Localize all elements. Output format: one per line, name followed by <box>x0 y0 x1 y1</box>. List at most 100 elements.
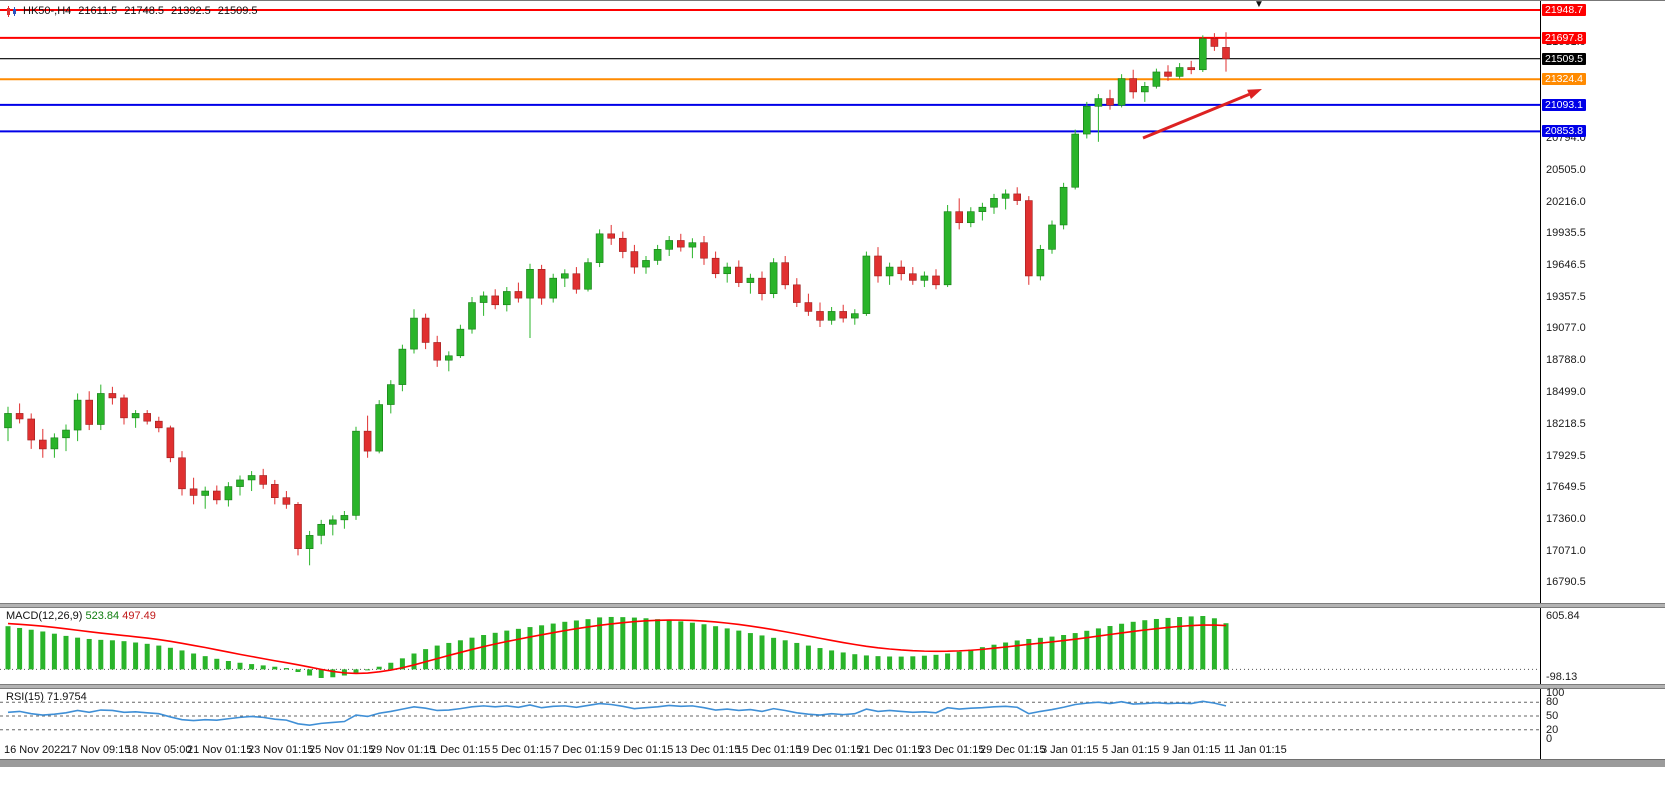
macd-histogram-bar <box>260 665 266 670</box>
trend-arrow-shaft[interactable] <box>1142 92 1250 140</box>
time-label[interactable]: 3 Jan 01:15 <box>1041 744 1099 756</box>
time-label[interactable]: 29 Dec 01:15 <box>980 744 1046 756</box>
candle-body <box>584 262 592 290</box>
rsi-label: RSI(15) <box>6 691 44 703</box>
time-label[interactable]: 17 Nov 09:15 <box>65 744 131 756</box>
rsi-scale-50: 50 <box>1546 710 1559 722</box>
macd-histogram-bar <box>678 621 684 670</box>
time-label[interactable]: 29 Nov 01:15 <box>370 744 436 756</box>
candle-body <box>955 211 964 224</box>
macd-histogram-bar <box>736 630 742 670</box>
macd-histogram-bar <box>86 638 92 670</box>
down-triangle-marker[interactable]: ▼ <box>1254 0 1264 10</box>
candle-body <box>502 291 511 306</box>
macd-histogram-bar <box>562 621 568 670</box>
time-label[interactable]: 5 Dec 01:15 <box>492 744 552 756</box>
macd-histogram-bar <box>887 656 893 670</box>
candle-body <box>166 427 175 459</box>
time-axis[interactable]: 16 Nov 2022 17 Nov 09:15 18 Nov 05:00 21 No… <box>0 744 1540 759</box>
time-label[interactable]: 13 Dec 01:15 <box>675 744 741 756</box>
candle-body <box>73 399 82 431</box>
time-label[interactable]: 9 Dec 01:15 <box>614 744 674 756</box>
time-label[interactable]: 15 Dec 01:15 <box>736 744 802 756</box>
macd-histogram-bar <box>747 633 753 670</box>
time-label[interactable]: 11 Jan 01:15 <box>1224 744 1287 756</box>
macd-histogram-bar <box>283 668 289 670</box>
chart-plot-area[interactable]: HK50-,H4 21611.5 21748.5 21392.5 21509.5… <box>0 1 1540 603</box>
quote-line: HK50-,H4 21611.5 21748.5 21392.5 21509.5 <box>6 5 260 17</box>
macd-histogram-bar <box>481 635 487 670</box>
macd-histogram-bar <box>1177 617 1183 670</box>
rsi-panel[interactable]: RSI(15) 71.9754 <box>0 689 1540 743</box>
candle-body <box>131 413 140 419</box>
candle-body <box>850 313 859 319</box>
time-label[interactable]: 18 Nov 05:00 <box>126 744 192 756</box>
candle-body <box>816 311 824 321</box>
candle-body <box>700 242 708 259</box>
candle-body <box>665 240 674 250</box>
macd-histogram-bar <box>249 664 255 670</box>
time-label[interactable]: 23 Nov 01:15 <box>248 744 314 756</box>
candlestick-chart[interactable] <box>0 1 1540 603</box>
macd-histogram-bar <box>167 647 173 670</box>
macd-histogram-bar <box>237 662 243 670</box>
time-label[interactable]: 21 Dec 01:15 <box>858 744 924 756</box>
macd-histogram-bar <box>40 631 46 670</box>
rsi-chart <box>0 700 1540 731</box>
time-label[interactable]: 7 Dec 01:15 <box>553 744 613 756</box>
macd-histogram-bar <box>1211 618 1217 670</box>
macd-histogram-bar <box>1142 620 1148 670</box>
macd-histogram-bar <box>875 656 881 670</box>
candle-body <box>885 266 894 277</box>
macd-panel[interactable]: MACD(12,26,9) 523.84 497.49 <box>0 608 1540 684</box>
macd-histogram-bar <box>1119 623 1125 670</box>
candle-body <box>781 262 790 286</box>
macd-histogram-bar <box>597 617 603 670</box>
panel-separator-rsi[interactable] <box>0 684 1665 689</box>
macd-histogram-bar <box>921 655 927 670</box>
candle-body <box>526 268 534 299</box>
rsi-scale-80: 80 <box>1546 696 1559 708</box>
time-label[interactable]: 16 Nov 2022 <box>4 744 67 756</box>
candle-body <box>363 430 372 452</box>
price-scale[interactable]: 21661.020794.020505.020216.019935.519646… <box>1541 1 1665 759</box>
quote-low: 21392.5 <box>171 5 211 17</box>
panel-separator-macd[interactable] <box>0 603 1665 608</box>
macd-histogram-bar <box>689 622 695 670</box>
time-label[interactable]: 25 Nov 01:15 <box>309 744 375 756</box>
macd-title: MACD(12,26,9) 523.84 497.49 <box>6 610 156 622</box>
candle-body <box>1141 86 1149 93</box>
candle-body <box>120 397 128 419</box>
time-label[interactable]: 21 Nov 01:15 <box>187 744 253 756</box>
macd-histogram-bar <box>144 643 150 670</box>
macd-histogram-bar <box>1153 618 1159 670</box>
time-label[interactable]: 5 Jan 01:15 <box>1102 744 1160 756</box>
macd-histogram-bar <box>759 635 765 670</box>
price-line-badge: 21324.4 <box>1542 73 1586 86</box>
macd-histogram-bar <box>1084 630 1090 670</box>
macd-histogram-bar <box>840 652 846 670</box>
rsi-line <box>7 700 1227 727</box>
candle-body <box>1025 200 1033 277</box>
time-label[interactable]: 1 Dec 01:15 <box>431 744 491 756</box>
macd-signal-line <box>7 619 1227 675</box>
time-label[interactable]: 23 Dec 01:15 <box>919 744 985 756</box>
candle-body <box>734 266 743 283</box>
macd-histogram-bar <box>956 651 962 670</box>
candle-body <box>27 418 36 441</box>
candle-body <box>688 242 697 248</box>
scale-separator-line <box>1540 1 1541 759</box>
candle-body <box>433 342 442 361</box>
candle-body <box>990 198 998 208</box>
candle-body <box>270 484 279 498</box>
trend-arrow-head[interactable] <box>1247 89 1262 99</box>
price-line-badge: 21509.5 <box>1542 52 1586 65</box>
candle-body <box>282 497 291 505</box>
price-grid-label: 19646.5 <box>1546 259 1586 272</box>
time-label[interactable]: 19 Dec 01:15 <box>797 744 863 756</box>
macd-histogram-bar <box>191 653 197 670</box>
candle-body <box>201 490 209 496</box>
time-label[interactable]: 9 Jan 01:15 <box>1163 744 1221 756</box>
price-grid-label: 18499.0 <box>1546 386 1586 399</box>
macd-chart <box>0 616 1540 678</box>
